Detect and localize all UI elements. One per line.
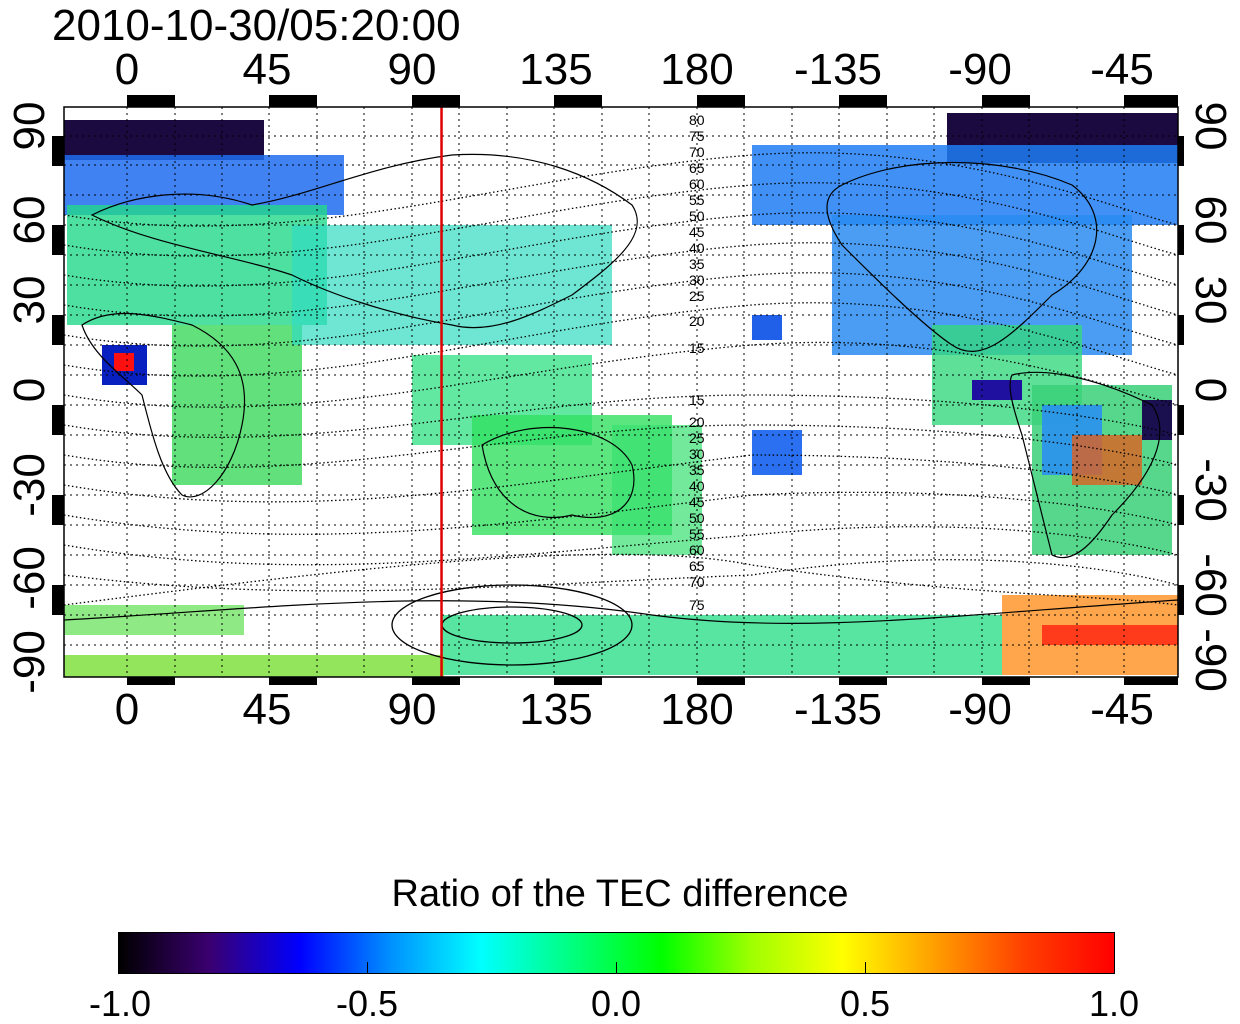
contour-label-s: 35 [689, 462, 705, 478]
top-x-tick: 0 [114, 45, 140, 94]
top-x-tick: 90 [387, 45, 437, 94]
data-patch [752, 430, 802, 475]
map-svg: 80 75 70 65 60 55 50 45 40 35 30 25 20 1… [52, 95, 1184, 685]
contour-label-s: 45 [689, 494, 705, 510]
coastlines [63, 153, 1179, 625]
colorbar-label: -0.5 [335, 983, 399, 1024]
right-y-tick: -30 [1186, 458, 1235, 522]
contour-label-n: 35 [689, 256, 705, 272]
data-patch [1042, 625, 1178, 645]
colorbar-label: 1.0 [1088, 983, 1140, 1024]
left-y-tick: 30 [5, 275, 54, 325]
contour-label-n: 30 [689, 272, 705, 288]
colorbar-label: 0.0 [590, 983, 642, 1024]
right-y-tick: 30 [1186, 275, 1235, 325]
bottom-x-tick: -90 [948, 685, 1012, 734]
data-patch [1072, 435, 1142, 485]
data-patches [64, 113, 1178, 677]
left-y-tick: -30 [5, 453, 54, 517]
contour-label-n: 80 [689, 112, 705, 128]
data-patch [114, 353, 134, 371]
bottom-x-tick: 90 [387, 685, 437, 734]
bottom-x-tick: 180 [660, 685, 734, 734]
top-x-tick: -45 [1090, 45, 1154, 94]
bottom-x-tick: -45 [1090, 685, 1154, 734]
frame-ticks [52, 95, 1184, 685]
contour-label-n: 25 [689, 288, 705, 304]
plot-title: 2010-10-30/05:20:00 [52, 1, 461, 50]
data-patch [752, 315, 782, 340]
bottom-x-tick: 135 [519, 685, 593, 734]
right-y-tick: 90 [1186, 101, 1235, 151]
contour-label-n: 55 [689, 192, 705, 208]
contour-label-n: 75 [689, 128, 705, 144]
left-y-tick: 90 [5, 101, 54, 151]
grid-lines [64, 107, 1178, 677]
contour-label-s: 60 [689, 542, 705, 558]
data-patch [64, 120, 264, 160]
left-y-tick: -90 [5, 630, 54, 694]
contour-label-n: 65 [689, 160, 705, 176]
contour-labels: 80 75 70 65 60 55 50 45 40 35 30 25 20 1… [689, 112, 705, 613]
contour-label-n: 40 [689, 240, 705, 256]
data-patch [64, 655, 444, 677]
contour-label-s: 75 [689, 597, 705, 613]
top-x-tick: -135 [793, 45, 883, 94]
colorbar-label: 0.5 [839, 983, 891, 1024]
colorbar-title: Ratio of the TEC difference [391, 873, 849, 915]
contour-label-n: 70 [689, 144, 705, 160]
contour-label-s: 25 [689, 430, 705, 446]
contour-label-n: 20 [689, 313, 705, 329]
top-x-tick: -90 [948, 45, 1012, 94]
bottom-x-tick: -135 [793, 685, 883, 734]
colorbar-tick [367, 962, 368, 974]
data-patch [752, 145, 1178, 225]
data-patch [64, 605, 244, 635]
tec-map: 80 75 70 65 60 55 50 45 40 35 30 25 20 1… [52, 95, 1184, 685]
contour-label-s: 15 [689, 392, 705, 408]
contour-label-n: 15 [689, 340, 705, 356]
right-y-tick: -90 [1186, 628, 1235, 692]
contour-label-s: 55 [689, 526, 705, 542]
contour-label-n: 50 [689, 208, 705, 224]
right-y-tick: 0 [1186, 377, 1235, 403]
data-patch [442, 615, 1002, 675]
contour-label-s: 20 [689, 414, 705, 430]
bottom-x-tick: 0 [114, 685, 140, 734]
data-patch [1142, 400, 1172, 440]
bottom-x-tick: 45 [242, 685, 292, 734]
contour-label-s: 30 [689, 446, 705, 462]
contour-label-n: 45 [689, 224, 705, 240]
data-patch [67, 205, 327, 325]
contour-label-n: 60 [689, 176, 705, 192]
top-x-tick: 180 [660, 45, 734, 94]
contour-label-s: 70 [689, 574, 705, 590]
colorbar-tick [865, 962, 866, 974]
plot-frame [63, 106, 1179, 678]
data-patch [612, 425, 702, 555]
colorbar-label: -1.0 [88, 983, 152, 1024]
contour-label-s: 40 [689, 478, 705, 494]
contour-label-s: 50 [689, 510, 705, 526]
colorbar-tick [616, 962, 617, 974]
contour-label-s: 65 [689, 558, 705, 574]
left-y-tick: 0 [5, 377, 54, 403]
data-patch [972, 380, 1022, 400]
top-x-tick: 135 [519, 45, 593, 94]
top-x-tick: 45 [242, 45, 292, 94]
contours [64, 152, 1178, 606]
